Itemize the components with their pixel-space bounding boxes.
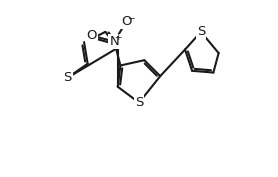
Text: O: O (121, 15, 132, 28)
Text: S: S (135, 96, 143, 109)
Text: S: S (63, 71, 71, 84)
Text: N: N (109, 35, 119, 48)
Text: +: + (114, 33, 122, 42)
Text: O: O (86, 29, 96, 42)
Text: S: S (197, 25, 205, 38)
Text: −: − (127, 13, 135, 22)
